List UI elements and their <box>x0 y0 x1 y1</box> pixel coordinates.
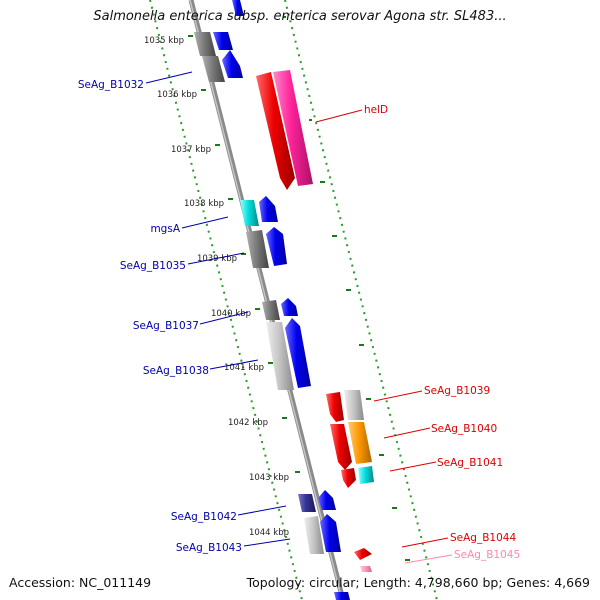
gene-label-held: helD <box>364 104 388 116</box>
tick-label: 1041 kbp <box>224 363 264 373</box>
gene-features <box>194 0 374 600</box>
gene-feature <box>360 566 372 572</box>
gene-label-seag-b1044: SeAg_B1044 <box>450 532 516 544</box>
tick-label: 1044 kbp <box>249 528 289 538</box>
gene-label-seag-b1040: SeAg_B1040 <box>431 423 497 435</box>
backbone-highlight <box>189 0 343 600</box>
tick-label: 1036 kbp <box>157 90 197 100</box>
tick-label: 1039 kbp <box>197 254 237 264</box>
gene-feature <box>246 230 269 268</box>
gene-feature <box>194 32 216 56</box>
gene-feature <box>354 548 372 560</box>
accession-text: Accession: NC_011149 <box>9 575 152 590</box>
gene-feature <box>298 494 316 512</box>
gene-feature <box>304 516 324 554</box>
gene-feature <box>259 196 278 222</box>
gene-feature <box>240 200 259 226</box>
gene-feature <box>213 32 233 50</box>
gene-feature <box>320 514 341 552</box>
summary-text: Topology: circular; Length: 4,798,660 bp… <box>246 575 590 590</box>
gene-feature <box>341 468 356 488</box>
gene-feature <box>318 490 336 510</box>
gene-feature <box>266 227 287 266</box>
gene-feature <box>273 70 313 186</box>
gene-feature <box>348 422 372 464</box>
gene-label-seag-b1039: SeAg_B1039 <box>424 385 490 397</box>
gene-feature <box>202 56 225 82</box>
gene-feature <box>334 592 350 600</box>
gene-feature <box>222 50 243 78</box>
tick-label: 1037 kbp <box>171 145 211 155</box>
backbone-line <box>188 0 346 600</box>
tick-label: 1042 kbp <box>228 418 268 428</box>
tick-label: 1043 kbp <box>249 473 289 483</box>
tick-labels: 1035 kbp 1036 kbp 1037 kbp 1038 kbp 1039… <box>144 36 289 538</box>
gene-feature <box>358 466 374 484</box>
gene-label-seag-b1038: SeAg_B1038 <box>143 365 209 377</box>
gene-feature <box>266 322 294 390</box>
gene-feature <box>344 390 364 420</box>
left-dotted-guide <box>149 0 303 600</box>
gene-label-seag-b1032: SeAg_B1032 <box>78 79 144 91</box>
label-connectors <box>145 71 453 564</box>
gene-feature <box>285 318 311 388</box>
gene-label-seag-b1035: SeAg_B1035 <box>120 260 186 272</box>
gene-label-seag-b1045: SeAg_B1045 <box>454 549 520 561</box>
gene-feature <box>326 392 344 422</box>
gene-label-seag-b1037: SeAg_B1037 <box>133 320 199 332</box>
gene-label-seag-b1042: SeAg_B1042 <box>171 511 237 523</box>
gene-feature <box>256 72 295 190</box>
tick-label: 1038 kbp <box>184 199 224 209</box>
gene-label-seag-b1043: SeAg_B1043 <box>176 542 242 554</box>
gene-label-mgsa: mgsA <box>150 223 180 235</box>
right-scale-dashes <box>283 16 410 561</box>
gene-feature <box>262 300 280 320</box>
right-dotted-guide <box>284 0 438 600</box>
gene-feature <box>232 0 244 16</box>
gene-feature <box>330 424 352 470</box>
tick-label: 1035 kbp <box>144 36 184 46</box>
gene-label-seag-b1041: SeAg_B1041 <box>437 457 503 469</box>
gene-feature <box>281 298 298 316</box>
tick-label: 1040 kbp <box>211 309 251 319</box>
map-title: Salmonella enterica subsp. enterica sero… <box>93 9 507 24</box>
